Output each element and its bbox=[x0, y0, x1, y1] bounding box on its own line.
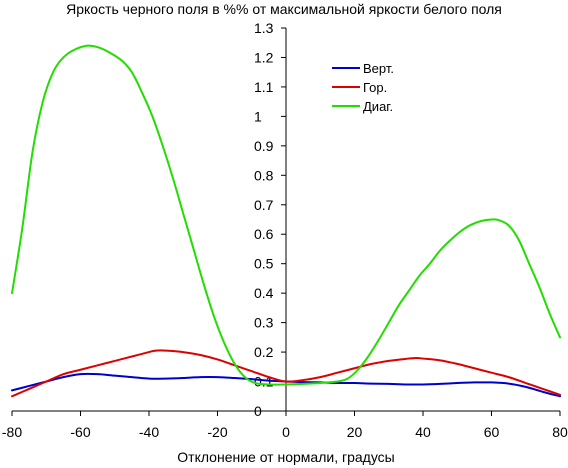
y-tick-label: 1.3 bbox=[254, 20, 274, 36]
y-tick-label: 0.6 bbox=[254, 226, 274, 242]
series-group bbox=[11, 44, 561, 398]
axes-group bbox=[12, 28, 560, 412]
y-tick-label: 0.4 bbox=[254, 285, 274, 301]
legend-label-hor: Гор. bbox=[363, 80, 387, 95]
x-tick-label: 80 bbox=[552, 424, 568, 440]
x-tick-label: -20 bbox=[207, 424, 227, 440]
y-tick-label: 0.8 bbox=[254, 167, 274, 183]
y-tick-label: 0 bbox=[254, 403, 262, 419]
legend-label-vert: Верт. bbox=[363, 61, 394, 76]
x-tick-label: -60 bbox=[70, 424, 90, 440]
y-axis-ticks: 00.10.20.30.40.50.60.70.80.911.11.21.3 bbox=[254, 20, 286, 419]
y-tick-label: 1.1 bbox=[254, 79, 274, 95]
y-tick-label: 1 bbox=[254, 108, 262, 124]
x-tick-label: -40 bbox=[139, 424, 159, 440]
x-tick-label: 0 bbox=[282, 424, 290, 440]
x-tick-label: 60 bbox=[484, 424, 500, 440]
x-tick-label: 20 bbox=[347, 424, 363, 440]
legend: Верт. Гор. Диаг. bbox=[332, 61, 394, 114]
title-group: Яркость черного поля в %% от максимально… bbox=[66, 1, 502, 17]
x-tick-label: -80 bbox=[2, 424, 22, 440]
x-axis-label: Отклонение от нормали, градусы bbox=[177, 449, 394, 465]
y-tick-label: 0.7 bbox=[254, 197, 274, 213]
series-line-1 bbox=[11, 349, 561, 398]
y-tick-label: 0.3 bbox=[254, 315, 274, 331]
series-line-2 bbox=[11, 44, 561, 386]
x-axis-label-group: Отклонение от нормали, градусы bbox=[177, 449, 394, 465]
x-axis-ticks: -80 -60 -40 -20 0 20 40 60 80 bbox=[2, 411, 568, 440]
legend-label-diag: Диаг. bbox=[363, 99, 393, 114]
x-tick-label: 40 bbox=[415, 424, 431, 440]
chart-title: Яркость черного поля в %% от максимально… bbox=[66, 1, 502, 17]
y-tick-label: 0.5 bbox=[254, 256, 274, 272]
y-tick-label: 0.9 bbox=[254, 138, 274, 154]
y-tick-label: 0.2 bbox=[254, 344, 274, 360]
y-tick-label: 1.2 bbox=[254, 49, 274, 65]
